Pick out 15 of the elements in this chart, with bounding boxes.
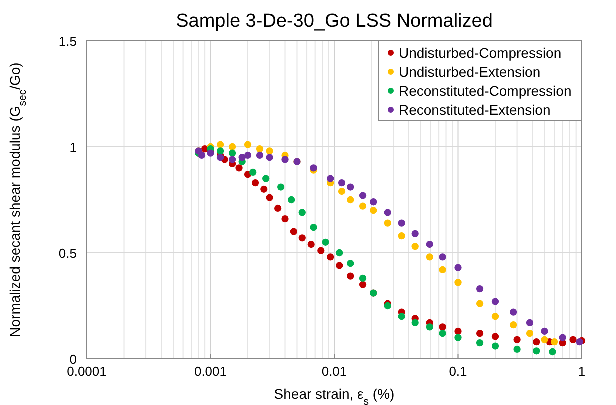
y-tick-label: 1.5 (58, 34, 77, 49)
y-tick-label: 0.5 (58, 246, 77, 261)
chart-title: Sample 3-De-30_Go LSS Normalized (176, 11, 493, 32)
legend-label: Undisturbed-Extension (399, 64, 541, 80)
y-tick-label: 0 (70, 352, 77, 367)
y-tick-label: 1 (70, 140, 77, 155)
legend-label: Reconstituted-Extension (399, 102, 551, 118)
x-tick-label: 0.0001 (67, 364, 107, 379)
x-tick-label: 0.01 (322, 364, 348, 379)
x-tick-label: 0.001 (194, 364, 228, 379)
legend-label: Undisturbed-Compression (399, 45, 562, 61)
x-tick-label: 1 (578, 364, 586, 379)
x-axis-title: Shear strain, ε$_{s}$ (%) (274, 386, 395, 405)
x-tick-label: 0.1 (449, 364, 468, 379)
legend-label: Reconstituted-Compression (399, 83, 572, 99)
